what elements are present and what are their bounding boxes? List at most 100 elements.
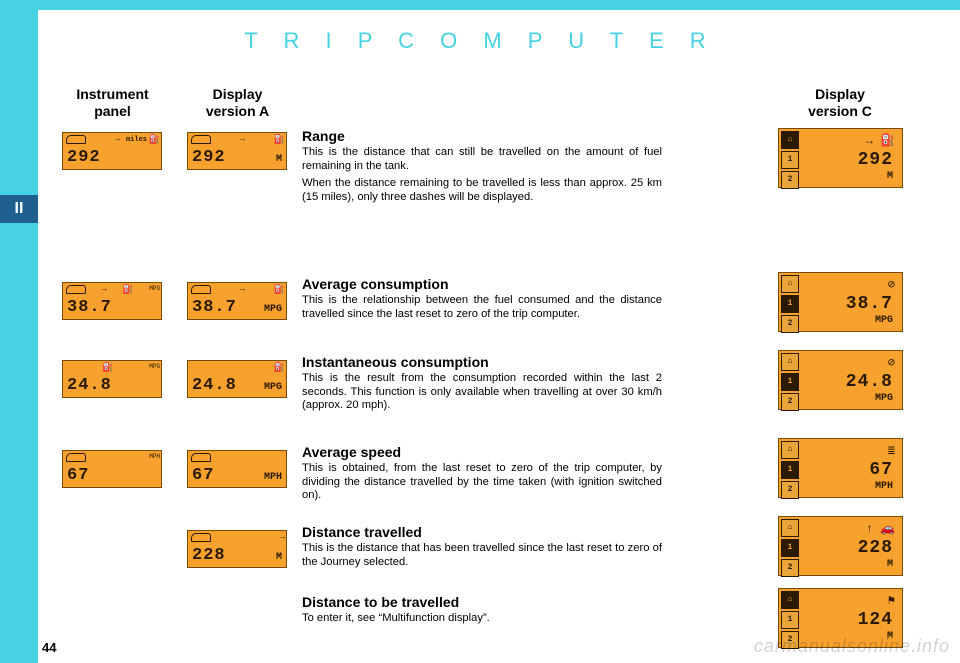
avgcons-title: Average consumption [302,276,662,292]
avgspeed-dispa-value: 67 [192,466,214,485]
car-icon [66,285,86,294]
distto-title: Distance to be travelled [302,594,662,610]
avgcons-c-icon: ⊘ [888,277,895,292]
arrow-icon: → [280,533,285,545]
heading-instrument-panel: Instrument panel [55,86,170,120]
fuel-pump-icon: ⛽ [122,285,133,297]
range-inst-unit: miles [126,136,147,144]
cyan-sidebar [0,0,38,663]
tab-2: 2 [781,481,799,499]
avgcons-description: Average consumption This is the relation… [302,276,662,325]
avgcons-dispa-unit: MPG [264,304,282,315]
avgspeed-inst-value: 67 [67,466,89,485]
instcons-c-unit: MPG [875,393,893,404]
fuel-pump-icon: ⛽ [102,363,113,375]
arrow-icon: → [240,285,245,297]
unit-label: MPG [149,285,160,297]
avgcons-instrument-panel: →⛽MPG 38.7 [62,282,162,320]
instcons-text: This is the result from the consumption … [302,372,662,413]
range-description: Range This is the distance that can stil… [302,128,662,209]
avgcons-c-unit: MPG [875,315,893,326]
fuel-pump-icon: ⛽ [274,285,285,297]
range-dispa-value: 292 [192,148,226,167]
instcons-display-a: ⛽ 24.8 MPG [187,360,287,398]
range-c-value: 292 [858,150,893,170]
avgcons-text: This is the relationship between the fue… [302,294,662,321]
disttrav-dispa-value: 228 [192,546,226,565]
range-title: Range [302,128,662,144]
range-inst-value: 292 [67,148,101,167]
car-icon [191,453,211,462]
car-icon [191,533,211,542]
avgcons-dispa-value: 38.7 [192,298,237,317]
section-tab: II [0,195,38,223]
tab-home-icon: ⌂ [781,275,799,293]
avgspeed-description: Average speed This is obtained, from the… [302,444,662,507]
range-display-c: ⌂ 1 2 → ⛽ 292 M [778,128,903,188]
tab-2: 2 [781,559,799,577]
tab-1: 1 [781,295,799,313]
avgcons-display-c: ⌂ 1 2 ⊘ 38.7 MPG [778,272,903,332]
disttrav-c-value: 228 [858,538,893,558]
instcons-dispa-unit: MPG [264,382,282,393]
distto-text: To enter it, see “Multifunction display”… [302,612,662,626]
tab-home-icon: ⌂ [781,591,799,609]
arrow-icon: → [102,285,107,297]
disttrav-dispa-unit: M [276,552,282,563]
instcons-display-c: ⌂ 1 2 ⊘ 24.8 MPG [778,350,903,410]
range-c-unit: M [887,171,893,182]
disttrav-text: This is the distance that has been trave… [302,542,662,569]
fuel-pump-icon: ⛽ [149,135,160,147]
unit-label: MPG [149,363,160,375]
fuel-pump-icon: ⛽ [274,135,285,147]
avgspeed-dispa-unit: MPH [264,472,282,483]
range-instrument-panel: → ⛽ 292 miles [62,132,162,170]
avgcons-c-value: 38.7 [846,294,893,314]
disttrav-description: Distance travelled This is the distance … [302,524,662,573]
cyan-topbar [38,0,960,10]
distto-c-value: 124 [858,610,893,630]
car-icon [191,285,211,294]
distto-c-icon: ⚑ [888,593,895,608]
instcons-description: Instantaneous consumption This is the re… [302,354,662,417]
tab-1: 1 [781,373,799,391]
avgspeed-text: This is obtained, from the last reset to… [302,462,662,503]
range-c-icon: → ⛽ [866,133,895,148]
tab-1: 1 [781,461,799,479]
instcons-inst-value: 24.8 [67,376,112,395]
avgspeed-instrument-panel: MPH 67 [62,450,162,488]
watermark: carmanualsonline.info [754,636,950,657]
avgcons-display-a: → ⛽ 38.7 MPG [187,282,287,320]
disttrav-display-c: ⌂ 1 2 ↑ 🚗 228 M [778,516,903,576]
disttrav-c-unit: M [887,559,893,570]
tab-2: 2 [781,315,799,333]
heading-display-c: Display version C [775,86,905,120]
arrow-icon: → [115,135,120,147]
car-icon [191,135,211,144]
range-text2: When the distance remaining to be travel… [302,177,662,204]
tab-home-icon: ⌂ [781,519,799,537]
instcons-c-value: 24.8 [846,372,893,392]
range-text1: This is the distance that can still be t… [302,146,662,173]
tab-home-icon: ⌂ [781,131,799,149]
unit-label: MPH [149,453,160,465]
tab-home-icon: ⌂ [781,441,799,459]
avgspeed-c-unit: MPH [875,481,893,492]
avgspeed-c-icon: ≣ [888,443,895,458]
avgspeed-display-c: ⌂ 1 2 ≣ 67 MPH [778,438,903,498]
disttrav-display-a: → 228 M [187,530,287,568]
instcons-title: Instantaneous consumption [302,354,662,370]
instcons-dispa-value: 24.8 [192,376,237,395]
page-title: T R I P C O M P U T E R [0,28,960,54]
tab-1: 1 [781,539,799,557]
disttrav-c-icon: ↑ 🚗 [866,521,895,536]
instcons-instrument-panel: ⛽ MPG 24.8 [62,360,162,398]
car-icon [66,453,86,462]
distto-description: Distance to be travelled To enter it, se… [302,594,662,630]
range-display-a: →⛽ 292 M [187,132,287,170]
instcons-c-icon: ⊘ [888,355,895,370]
avgspeed-display-a: 67 MPH [187,450,287,488]
fuel-pump-icon: ⛽ [274,363,285,375]
arrow-icon: → [240,135,245,147]
tab-2: 2 [781,393,799,411]
